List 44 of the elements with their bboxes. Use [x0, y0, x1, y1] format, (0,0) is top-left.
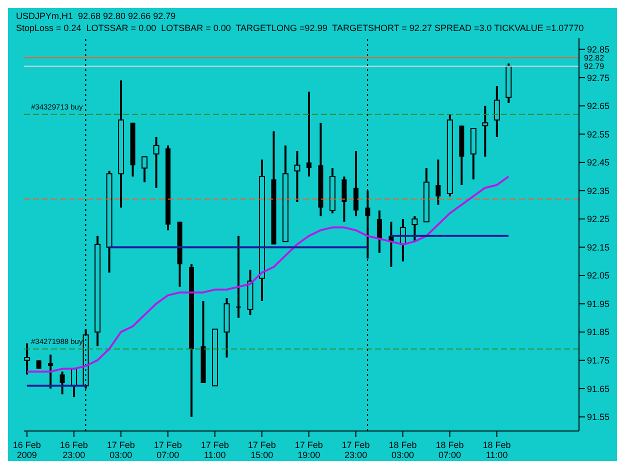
candlestick: [294, 150, 300, 203]
candlestick: [60, 370, 65, 396]
y-tick-label: 92.55: [587, 129, 610, 140]
ref-line-label: 92.79: [584, 62, 605, 72]
candlestick: [24, 342, 30, 376]
y-tick-label: 92.35: [587, 186, 610, 196]
candlestick: [153, 136, 160, 189]
candlestick: [353, 150, 358, 218]
candlestick: [436, 158, 441, 206]
y-tick-label: 92.05: [587, 270, 610, 281]
y-tick-label: 92.25: [587, 214, 610, 224]
y-tick-label: 92.65: [587, 101, 610, 112]
candlestick: [342, 176, 347, 223]
y-tick-label: 92.45: [587, 158, 610, 168]
x-tick-label: 17 Feb 19:00: [294, 440, 323, 460]
candlestick: [48, 354, 54, 390]
x-tick-label: 17 Feb 03:00: [106, 440, 135, 460]
chart-title: USDJPYm,H1 92.68 92.80 92.66 92.79: [16, 11, 176, 21]
x-tick-label: 18 Feb 07:00: [436, 440, 464, 460]
candlestick: [376, 209, 382, 254]
x-tick-label: 16 Feb 23:00: [60, 440, 88, 460]
y-tick-label: 91.55: [587, 412, 610, 422]
x-tick-label: 18 Feb 11:00: [482, 440, 511, 460]
candlestick: [482, 104, 488, 158]
x-tick-label: 17 Feb 07:00: [154, 440, 182, 460]
candlestick: [236, 234, 241, 319]
y-tick-label: 92.75: [587, 72, 610, 83]
x-tick-label: 17 Feb 15:00: [248, 440, 276, 460]
candlestick: [412, 215, 418, 243]
candlestick: [306, 90, 312, 178]
candlestick: [494, 85, 500, 138]
y-tick-label: 91.85: [587, 327, 610, 338]
x-tick-label: 17 Feb 11:00: [200, 440, 229, 460]
chart-subtitle: StopLoss = 0.24 LOTSSAR = 0.00 LOTSBAR = 0.00 TARGETLONG =92.99 TARGETSHORT = 92.27 SPREAD =3.0 TICKVALUE =1.07770: [16, 23, 584, 33]
candlestick: [142, 156, 148, 184]
y-tick-label: 91.95: [587, 298, 610, 309]
ref-line-label: 92.82: [584, 54, 605, 63]
y-tick-label: 92.15: [587, 242, 610, 252]
y-tick-label: 91.75: [587, 356, 610, 366]
x-tick-label: 17 Feb 23:00: [342, 440, 370, 460]
x-tick-label: 18 Feb 03:00: [388, 440, 417, 460]
y-tick-label: 91.65: [587, 384, 610, 394]
y-tick-label: 92.85: [587, 44, 610, 55]
x-tick-label: 16 Feb 2009: [12, 440, 41, 460]
